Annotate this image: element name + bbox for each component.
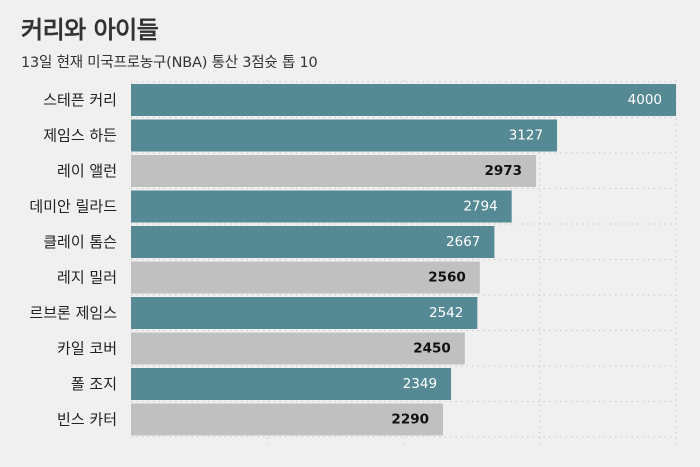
value-label: 3127 bbox=[509, 128, 543, 144]
category-label: 스테픈 커리 bbox=[43, 91, 117, 109]
bar bbox=[131, 332, 465, 365]
chart-subtitle: 13일 현재 미국프로농구(NBA) 통산 3점슛 톱 10 bbox=[21, 55, 318, 71]
bar bbox=[131, 261, 480, 294]
category-label: 레이 앨런 bbox=[57, 162, 117, 180]
bar bbox=[131, 155, 537, 187]
category-label: 카일 코버 bbox=[57, 340, 117, 358]
category-label: 제임스 하든 bbox=[43, 127, 117, 145]
category-label: 레지 밀러 bbox=[57, 269, 117, 287]
value-label: 2450 bbox=[413, 341, 451, 357]
category-label: 데미안 릴라드 bbox=[29, 198, 117, 216]
value-label: 2560 bbox=[428, 270, 466, 286]
bar bbox=[131, 84, 676, 116]
value-label: 4000 bbox=[628, 92, 662, 108]
bar bbox=[131, 190, 512, 223]
value-label: 2349 bbox=[403, 376, 437, 392]
value-label: 2973 bbox=[484, 163, 522, 179]
bar bbox=[131, 297, 478, 329]
category-label: 르브론 제임스 bbox=[29, 304, 117, 322]
category-label: 빈스 카터 bbox=[57, 411, 117, 429]
labels: 스테픈 커리 4000 제임스 하든 3127 레이 앨런 2973 데미안 릴라드 2794… bbox=[29, 91, 662, 429]
bar bbox=[131, 368, 452, 400]
bar bbox=[131, 119, 558, 152]
category-label: 폴 조지 bbox=[71, 375, 117, 393]
value-label: 2794 bbox=[463, 199, 497, 215]
value-label: 2667 bbox=[446, 234, 480, 250]
bar bbox=[131, 403, 444, 436]
value-label: 2542 bbox=[429, 305, 463, 321]
bar bbox=[131, 226, 495, 258]
value-label: 2290 bbox=[391, 412, 429, 428]
bars bbox=[131, 84, 676, 436]
chart-title: 커리와 아이들 bbox=[21, 16, 159, 44]
category-label: 클레이 톰슨 bbox=[43, 233, 117, 251]
